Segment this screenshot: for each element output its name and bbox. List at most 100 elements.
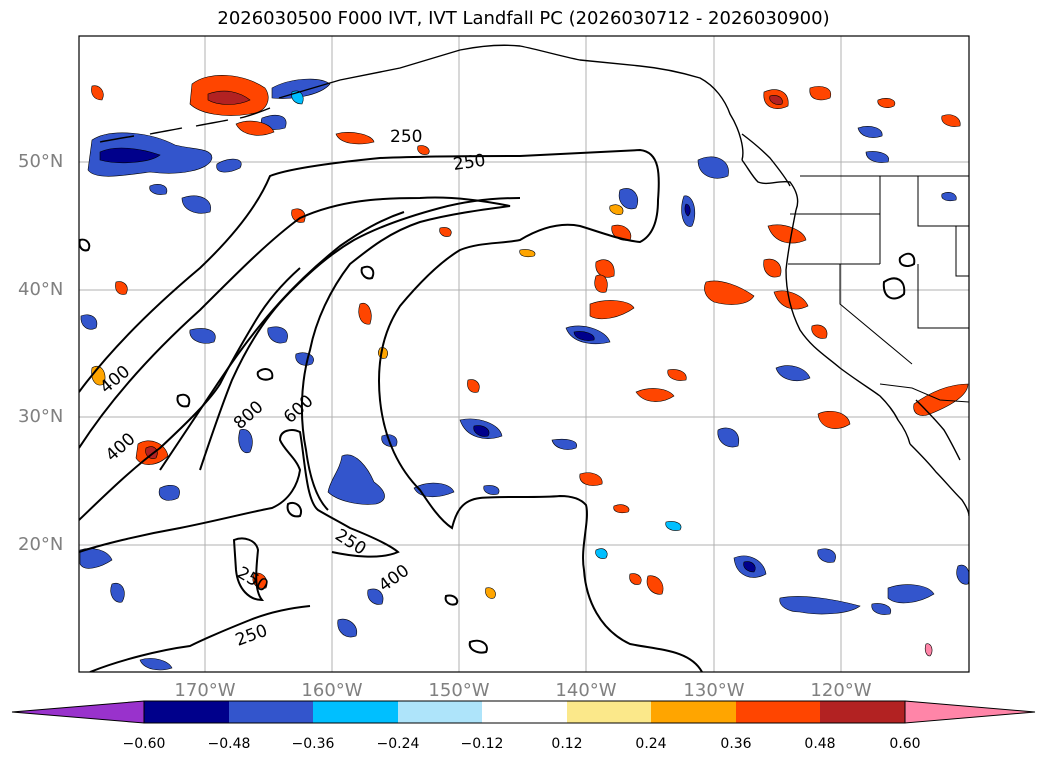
neg-region-20 (717, 427, 740, 448)
contour-cell-8 (898, 252, 916, 267)
pos-region-29 (941, 114, 961, 127)
neg-region-aleutian-core (99, 147, 161, 164)
neg-region-10 (238, 429, 253, 454)
ivt-contours (79, 148, 916, 672)
pos-region-20 (817, 411, 851, 429)
contour-label: 250 (390, 127, 422, 147)
pos-region-13 (704, 280, 755, 305)
pos-region-33 (485, 587, 496, 599)
lon-label-170w: 170°W (174, 680, 236, 701)
neg-region-16-core (573, 331, 595, 341)
contour-400-outer (79, 196, 511, 511)
pos-region-10 (594, 274, 608, 293)
contour-cell-7 (882, 277, 906, 300)
colorbar-tick-label: 0.48 (804, 736, 836, 752)
contour-cell-3 (286, 502, 302, 518)
colorbar-tick-label: 0.36 (720, 736, 752, 752)
contour-cell-6 (232, 537, 265, 602)
colorbar-tick-label: −0.60 (122, 736, 166, 752)
lat-label-40n: 40°N (18, 279, 64, 300)
neg-region-36 (595, 548, 608, 559)
contour-cell-9 (360, 265, 375, 280)
neg-region-32 (857, 126, 883, 138)
pos-region-37 (519, 249, 536, 258)
contour-cell-1 (256, 368, 274, 381)
political-borders (788, 175, 969, 403)
colorbar-segment (482, 701, 567, 723)
pos-region-23 (667, 369, 687, 381)
pos-region-19 (811, 324, 828, 339)
pos-region-35 (358, 302, 372, 325)
pos-region-18 (773, 290, 809, 310)
neg-region-7 (189, 328, 216, 344)
contour-cell-5 (444, 594, 459, 606)
colorbar-segment (313, 701, 398, 723)
contour-250-outer (79, 148, 703, 672)
neg-region-8 (267, 326, 288, 344)
lon-label-160w: 160°W (301, 680, 363, 701)
pos-region-34 (613, 504, 630, 514)
pos-region-36 (439, 227, 452, 237)
contour-800 (159, 211, 405, 471)
neg-region-30 (337, 618, 358, 638)
pos-region-1-core (207, 90, 251, 105)
neg-region-23 (779, 596, 861, 615)
neg-region-12 (327, 454, 385, 505)
us-west-coast (785, 209, 911, 445)
pos-region-39 (924, 643, 933, 657)
pos-region-17 (763, 258, 782, 278)
neg-region-14-core (473, 425, 490, 437)
neg-region-28 (110, 582, 125, 603)
colorbar-frame (143, 700, 906, 724)
state-border-ut (917, 264, 969, 329)
baja-coast (909, 443, 969, 517)
lat-label-50n: 50°N (18, 151, 64, 172)
map-background (79, 36, 969, 672)
colorbar-segment (651, 701, 736, 723)
pos-region-4 (335, 132, 375, 145)
lon-label-120w: 120°W (810, 680, 872, 701)
us-mexico-border (879, 383, 969, 403)
neg-region-6 (80, 314, 98, 330)
colorbar-segment (229, 701, 313, 723)
colorbar-tick-label: 0.60 (889, 736, 921, 752)
neg-region-39 (871, 603, 892, 615)
state-border-wy (955, 226, 969, 277)
map-title: 2026030500 F000 IVT, IVT Landfall PC (20… (217, 8, 830, 29)
gulf-of-california (915, 399, 961, 461)
neg-region-35 (665, 521, 682, 531)
neg-region-34 (291, 90, 304, 105)
neg-region-18-core (684, 203, 691, 217)
neg-region-40 (941, 192, 957, 202)
colorbar-tick-label: 0.12 (551, 736, 583, 752)
neg-region-24 (817, 548, 836, 563)
colorbar-tick-label: −0.12 (460, 736, 504, 752)
colorbar-tick-label: −0.48 (207, 736, 251, 752)
neg-region-29 (139, 658, 173, 671)
colorbar-segment (398, 701, 482, 723)
contour-cell-10 (79, 238, 91, 252)
aleutian-islands (99, 107, 271, 143)
contour-cell-4 (468, 639, 488, 654)
lat-label-30n: 30°N (18, 406, 64, 427)
neg-region-15 (551, 438, 577, 450)
contour-400-inner (79, 267, 301, 521)
pos-region-11 (589, 300, 635, 320)
coastlines (99, 44, 969, 517)
neg-region-21 (775, 365, 811, 381)
neg-region-1 (271, 78, 331, 99)
pos-region-7-core (145, 446, 158, 459)
map-frame (78, 35, 970, 673)
pos-region-5 (291, 208, 306, 223)
neg-region-33 (865, 151, 889, 163)
pos-region-25 (646, 575, 664, 595)
colorbar-tick-label: −0.24 (376, 736, 420, 752)
pos-region-22 (635, 388, 675, 402)
neg-region-22-core (743, 561, 756, 573)
pos-region-14-core (769, 95, 783, 105)
colorbar-tick-label: −0.36 (291, 736, 335, 752)
neg-region-11 (158, 485, 180, 501)
neg-region-38 (483, 485, 500, 495)
pos-region-31 (609, 204, 624, 215)
pos-region-3 (91, 85, 104, 101)
